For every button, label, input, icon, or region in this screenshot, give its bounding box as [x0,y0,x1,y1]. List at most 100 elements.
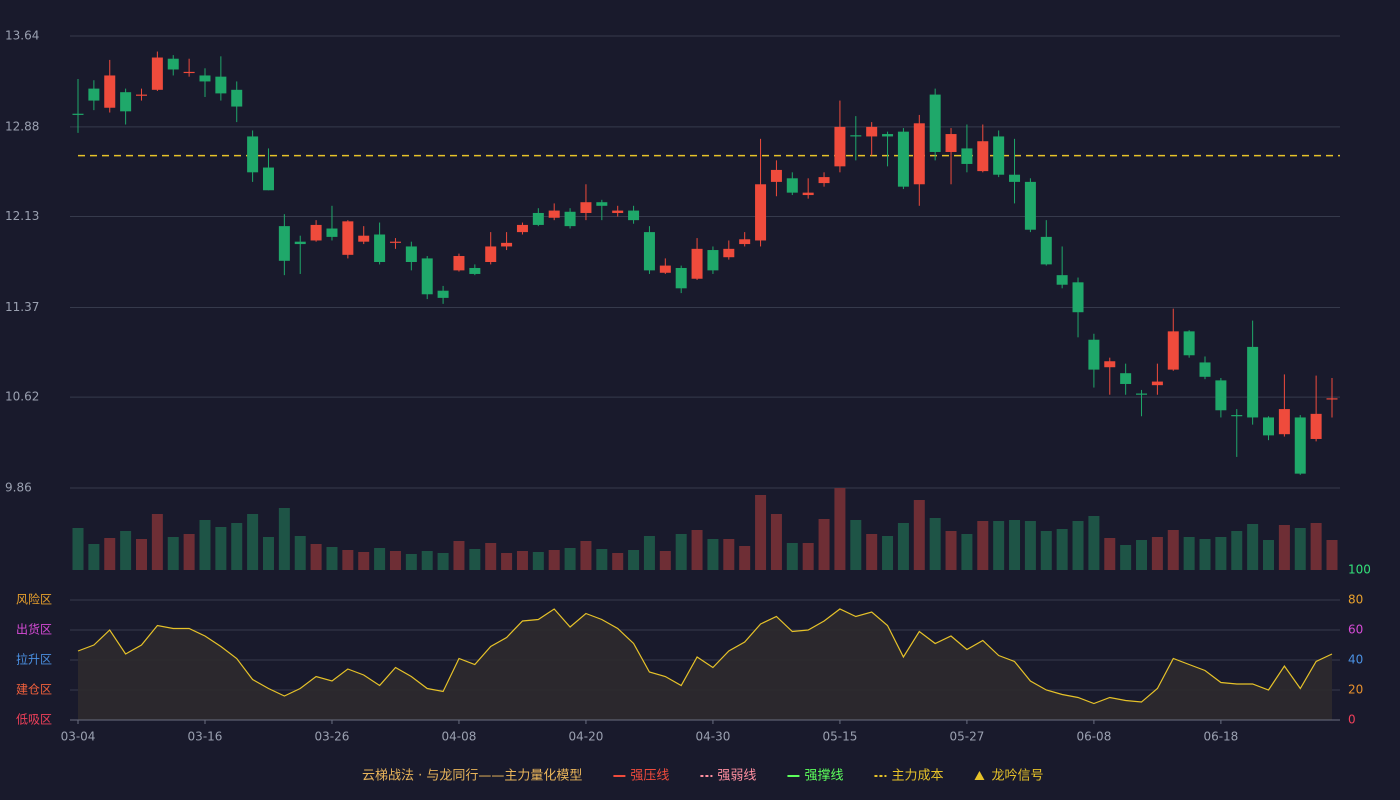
x-tick-label: 04-20 [569,730,604,744]
candle-body [231,89,243,107]
candle-body [1278,409,1290,435]
volume-bar [628,550,640,570]
candle-body [1088,339,1100,370]
candle-body [532,212,544,225]
candle-body [389,241,401,243]
candle-body [135,94,147,96]
volume-bar [596,549,608,570]
volume-bar [532,552,544,570]
x-tick-label: 03-04 [61,730,96,744]
candle-body [358,235,370,242]
candle-body [1040,236,1052,265]
volume-bar [247,514,259,570]
volume-bar [485,543,497,570]
x-tick-label: 06-08 [1076,730,1111,744]
candle-body [1024,181,1036,230]
volume-bar [1310,523,1322,570]
candle-body [405,246,417,262]
x-tick-label: 03-16 [188,730,223,744]
x-tick-label: 04-30 [695,730,730,744]
candle-body [1120,373,1132,384]
y-tick-label: 12.88 [5,119,39,133]
candle-body [1247,346,1259,418]
volume-bar [1151,537,1163,570]
candle-body [247,136,259,173]
candle-body [421,258,433,295]
y-tick-label: 9.86 [5,481,32,495]
candle-body [612,210,624,213]
volume-bar [72,528,84,570]
volume-bar [643,536,655,570]
zone-label: 出货区 [16,622,52,637]
legend-label: 龙吟信号 [991,768,1043,784]
candle-body [342,221,354,255]
volume-bar [437,553,449,570]
candle-body [294,241,306,245]
volume-bar [755,495,767,570]
candle-body [262,167,274,191]
x-tick-label: 04-08 [442,730,477,744]
volume-bar [120,531,132,570]
volume-bar [1040,531,1052,570]
volume-bar [786,543,798,570]
legend-marker [974,771,985,780]
candle-body [278,226,290,261]
volume-bar [501,553,513,570]
candle-body [1056,275,1068,285]
candle-body [1151,381,1163,386]
volume-bar [342,550,354,570]
y-tick-label: 20 [1348,683,1363,697]
volume-bar [1263,540,1275,570]
legend-label: 主力成本 [891,769,943,784]
volume-bar [1215,537,1227,570]
volume-bar [1056,529,1068,570]
legend-label: 强弱线 [717,769,756,784]
volume-bar [691,530,703,570]
candle-body [977,141,989,172]
volume-bar [1278,525,1290,570]
candle-body [659,265,671,273]
candle-body [707,250,719,271]
candle-body [1183,331,1195,356]
candle-body [72,113,84,115]
volume-bar [548,550,560,570]
candle-body [580,202,592,213]
y-tick-label: 40 [1348,653,1363,667]
candle-body [167,58,179,70]
candle-body [1310,413,1322,439]
zone-label: 拉升区 [16,652,52,667]
x-tick-label: 05-15 [822,730,857,744]
zone-label: 低吸区 [16,713,52,727]
volume-bar [834,488,846,570]
volume-bar [580,541,592,570]
candle-body [1136,393,1148,395]
volume-bar [1104,538,1116,570]
candle-body [310,224,322,241]
volume-bar [374,548,386,570]
volume-bar [405,554,417,570]
candle-body [1009,174,1021,182]
y-tick-label: 60 [1348,623,1363,637]
indicator-area [78,609,1332,720]
candle-body [516,224,528,233]
volume-bar [167,537,179,570]
volume-bar [151,514,163,570]
volume-bar [358,552,370,570]
candle-body [1231,415,1243,417]
volume-bar [1247,524,1259,570]
candle-body [770,169,782,182]
candle-body [469,267,481,274]
candle-body [739,239,751,245]
candle-body [1326,398,1338,400]
volume-bar [104,538,116,570]
volume-bar [1088,516,1100,570]
volume-bar [453,541,465,570]
volume-bar [278,508,290,570]
volume-bar [659,551,671,570]
candle-body [897,131,909,187]
volume-bar [850,520,862,570]
volume-bar [612,553,624,570]
candle-body [120,92,132,112]
candle-body [818,177,830,184]
